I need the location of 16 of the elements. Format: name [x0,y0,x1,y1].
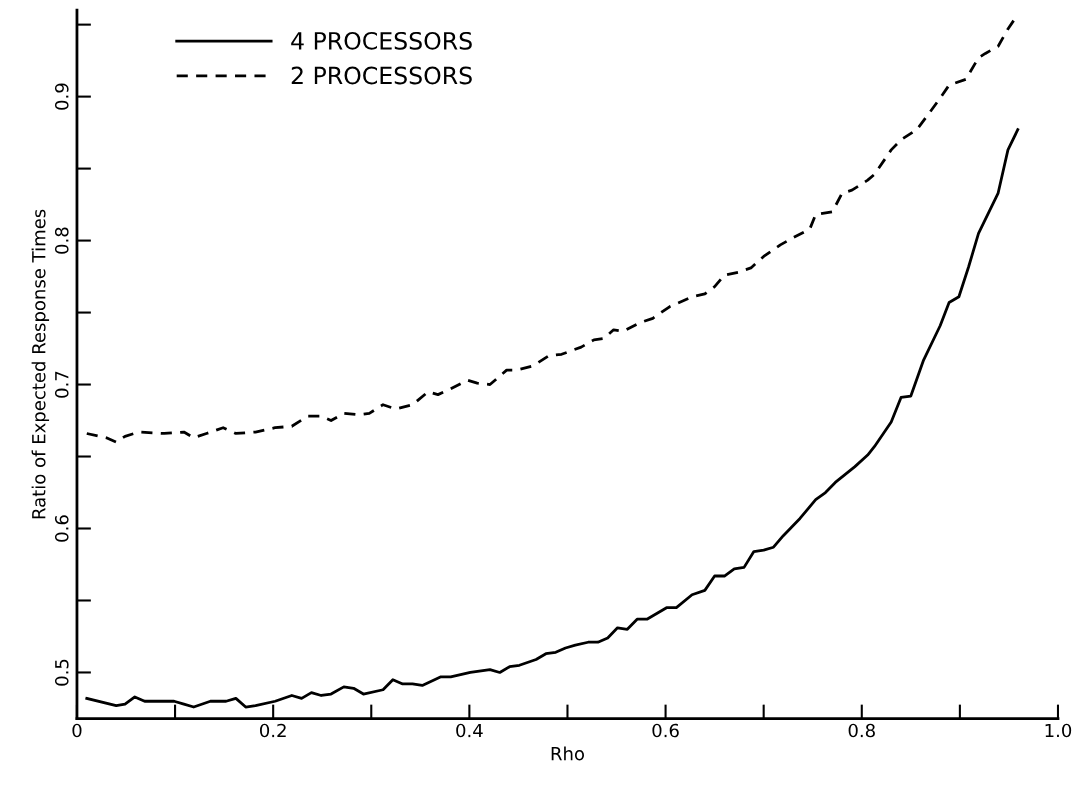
x-tick-label: 1.0 [1045,723,1072,738]
x-axis-title: Rho [551,746,585,761]
y-axis-title: Ratio of Expected Response Times [31,209,50,519]
x-tick-label: 0.8 [848,723,875,738]
y-tick-label: 0.9 [54,83,69,110]
y-tick-label: 0.7 [54,371,69,398]
x-tick-label: 0.4 [456,723,483,738]
line-series [85,128,1020,709]
y-tick-label: 0.6 [54,515,69,542]
x-tick-label: 0.6 [652,723,679,738]
y-tick-label: 0.8 [54,227,69,254]
legend-label: 2 PROCESSORS [291,66,472,85]
legend-label: 4 PROCESSORS [291,31,472,50]
x-tick-label: 0.2 [260,723,286,738]
x-tick-label: 0 [72,723,82,738]
y-tick-label: 0.5 [54,659,69,686]
